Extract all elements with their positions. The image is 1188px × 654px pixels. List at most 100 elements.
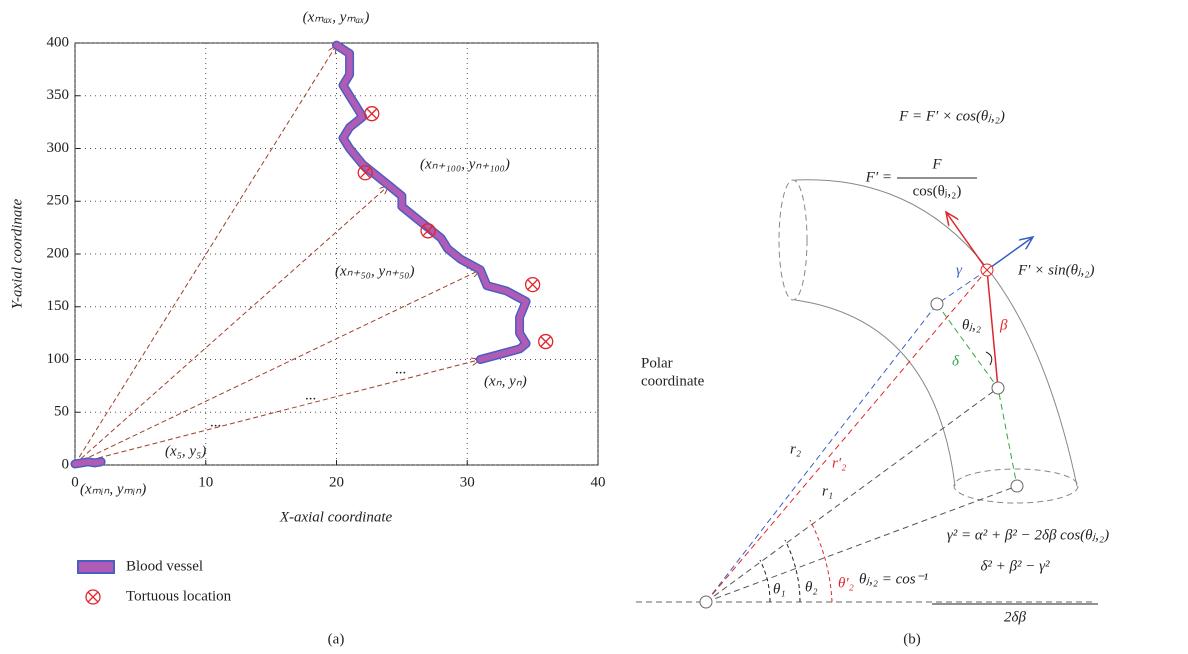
annotation: (xₙ₊₁₀₀, yₙ₊₁₀₀) [420,156,510,172]
marker-circle [524,276,541,293]
formula: δ² + β² − γ² [980,558,1050,574]
label: θ′₂ [838,575,854,591]
pipe-outer [794,179,1078,487]
label: r₂ [790,441,801,457]
y-tick-label: 100 [47,351,70,367]
angle-arc [809,519,833,603]
marker-circle [357,165,373,181]
legend-label: Tortuous location [126,588,232,604]
point [982,265,992,275]
label: θ₁ [773,581,786,597]
tortuous-marker [364,106,380,122]
formula: cos(θⱼ,₂) [913,183,962,199]
y-tick-label: 50 [54,404,69,420]
angle-arc [985,351,993,366]
vessel-line [333,42,530,363]
x-tick-label: 20 [329,474,344,490]
tortuous-marker [357,165,373,181]
beta-line [986,269,999,389]
x-tick-label: 10 [198,474,213,490]
annotation: (x₅, y₅) [165,443,206,459]
x-tick-label: 40 [591,474,606,490]
annotation: ... [210,414,221,430]
y-tick-label: 200 [47,245,70,261]
caption: (a) [328,631,345,647]
y-tick-label: 350 [47,87,70,103]
label: coordinate [641,373,705,389]
point [699,595,713,609]
annotation: (xₙ, yₙ) [484,373,527,389]
formula: F = F′ × cos(θⱼ,₂) [898,108,1005,124]
vector-arrow [74,360,480,465]
marker-cross [422,225,434,237]
formula: F′ × sin(θⱼ,₂) [1017,262,1095,278]
formula: F [931,156,942,172]
annotation: (xₙ₊₅₀, yₙ₊₅₀) [335,263,414,279]
annotation: ... [395,361,406,377]
pipe-inner [794,299,956,487]
r2p-line [705,269,988,603]
legend-marker [85,589,101,605]
diagram-labels: F = F′ × cos(θⱼ,₂) F′ = F cos(θⱼ,₂) F′ ×… [641,108,1109,647]
formula: θⱼ,₂ = cos⁻¹ [859,571,928,587]
formula: F′ = [865,169,892,185]
marker-circle [420,223,436,239]
chart-a: X-axial coordinate Y-axial coordinate (x… [9,9,605,647]
pipe-end [778,179,808,301]
y-tick-label: 0 [62,456,70,472]
x-axis-label: X-axial coordinate [279,509,393,525]
annotation: (xₘᵢₙ, yₘᵢₙ) [80,481,146,497]
formula: γ² = α² + β² − 2δβ cos(θⱼ,₂) [947,527,1109,543]
ray [705,485,1018,603]
r2-line [705,303,938,603]
y-tick-label: 400 [47,34,70,50]
annotation: (xₘₐₓ, yₘₐₓ) [303,9,370,25]
tortuous-marker [524,276,541,293]
marker-cross [366,108,378,119]
vector-arrow [74,270,480,465]
force-arrow [986,237,1033,271]
label: δ [952,353,960,369]
pipe-end [953,468,1079,504]
force-arrow [946,212,988,271]
label: θ₂ [805,579,818,595]
label: r₁ [822,483,833,499]
label: β [999,317,1008,333]
annotation: ... [305,387,316,403]
legend-label: Blood vessel [126,558,203,574]
marker-cross [540,336,551,347]
gamma-line [936,269,988,305]
y-tick-label: 250 [47,193,70,209]
label: γ [956,262,963,278]
angle-arc [784,539,801,603]
point [1010,479,1024,493]
vector-arrow [74,185,389,465]
vector-arrow [74,45,337,465]
marker-circle [538,333,554,350]
vessel-outline [332,40,531,364]
x-tick-label: 0 [71,474,79,490]
marker-cross [527,279,538,290]
point [991,381,1005,395]
legend-swatch [77,560,115,574]
diagram-b [636,177,1098,609]
label: θⱼ,₂ [962,317,981,333]
r1-line [705,387,999,603]
angle-arc [759,559,771,603]
legend-marker [87,591,99,603]
label: Polar [641,355,673,371]
point [930,297,944,311]
vessel-line [72,458,105,467]
tortuous-marker [538,333,554,350]
marker-cross [360,167,371,179]
caption: (b) [903,631,921,647]
y-tick-label: 300 [47,140,70,156]
y-axis-label: Y-axial coordinate [9,198,25,309]
formula: 2δβ [1004,609,1026,625]
y-tick-label: 150 [47,298,70,314]
label: r′₂ [832,455,846,471]
x-tick-label: 30 [460,474,475,490]
marker-circle [364,106,380,122]
